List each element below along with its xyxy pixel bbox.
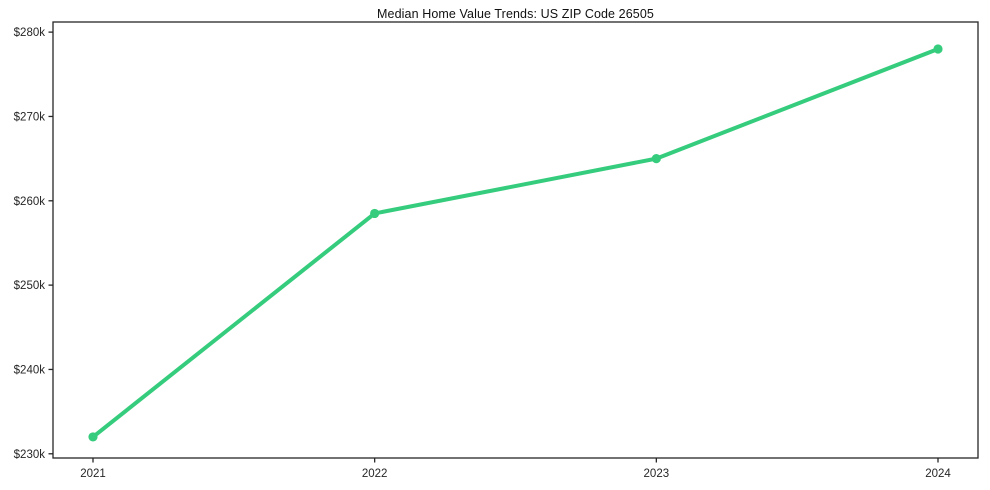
chart-title: Median Home Value Trends: US ZIP Code 26… <box>377 7 654 21</box>
trend-line <box>91 46 940 439</box>
plot-border <box>52 21 979 459</box>
x-tick-label: 2024 <box>925 468 951 480</box>
y-tick-label: $270k <box>14 111 46 123</box>
data-point-2024 <box>933 44 943 54</box>
y-tick-label: $230k <box>14 449 46 461</box>
y-tick-label: $260k <box>14 196 46 208</box>
data-point-2022 <box>370 208 380 219</box>
x-tick-label: 2023 <box>644 468 670 480</box>
x-tick-label: 2021 <box>80 468 106 480</box>
y-tick-label: $240k <box>14 364 46 376</box>
y-tick-label: $280k <box>14 27 46 39</box>
x-tick-label: 2022 <box>362 468 388 480</box>
data-point-2021 <box>88 432 98 442</box>
data-point-2023 <box>651 154 661 164</box>
y-tick-label: $250k <box>14 280 46 292</box>
